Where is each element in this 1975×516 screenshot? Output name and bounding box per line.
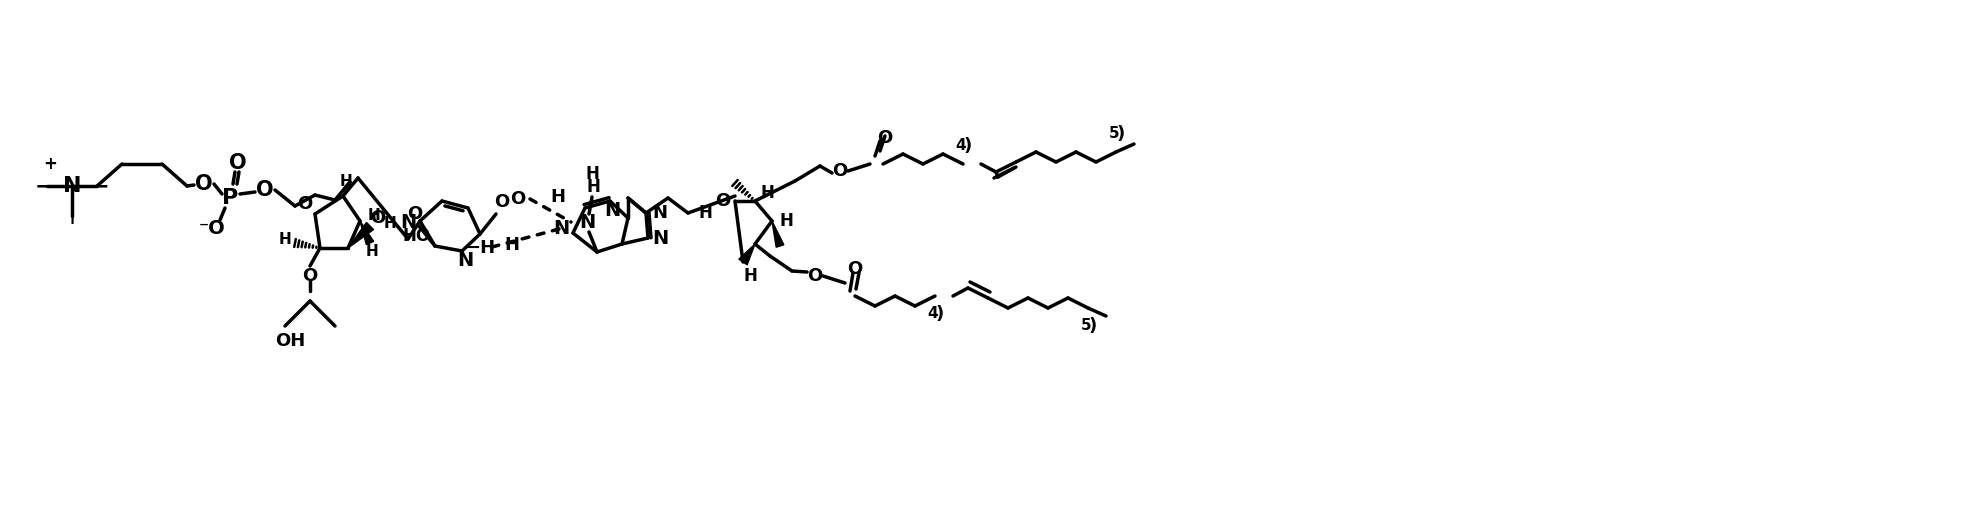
Text: N: N [63,176,81,196]
Text: ): ) [936,305,944,323]
Text: ): ) [964,137,972,155]
Text: ): ) [1118,125,1126,143]
Text: O: O [298,195,312,213]
Text: O: O [877,129,893,147]
Text: HO: HO [403,227,431,245]
Text: O: O [715,192,731,210]
Text: O: O [831,162,847,180]
Text: ): ) [1088,317,1098,335]
Polygon shape [739,244,754,265]
Text: H: H [278,233,292,248]
Text: −: − [36,176,53,196]
Text: H: H [367,208,381,223]
Text: 4: 4 [956,138,966,153]
Text: P: P [221,188,239,208]
Text: O: O [808,267,824,285]
Text: −: − [91,176,109,196]
Text: N: N [652,229,668,248]
Text: O: O [257,180,275,200]
Text: −H: −H [464,239,496,257]
Text: O: O [371,209,385,227]
Text: O: O [302,267,318,285]
Text: H: H [760,184,774,202]
Text: H: H [587,178,600,196]
Text: +: + [43,155,57,173]
Text: H: H [365,244,379,259]
Text: H: H [585,165,598,183]
Text: N: N [456,251,474,270]
Text: N: N [399,214,417,233]
Text: 5: 5 [1108,126,1120,141]
Text: OH: OH [275,332,304,350]
Text: N: N [553,219,569,238]
Text: ⁻O: ⁻O [199,218,225,237]
Text: 4: 4 [928,307,938,321]
Text: N: N [579,213,594,232]
Text: O: O [494,193,510,211]
Text: H: H [778,212,792,230]
Text: N: N [604,202,620,220]
Text: |: | [69,204,75,224]
Polygon shape [359,221,373,245]
Text: H: H [504,236,519,254]
Text: H: H [697,204,711,222]
Text: 5: 5 [1080,318,1092,333]
Text: H: H [743,267,756,285]
Polygon shape [772,221,784,247]
Text: N: N [652,204,668,222]
Text: H: H [551,188,565,206]
Text: O: O [407,205,423,223]
Polygon shape [348,222,373,248]
Text: O: O [510,190,525,208]
Text: H: H [383,216,397,231]
Text: O: O [229,153,247,173]
Text: O: O [196,174,213,194]
Text: O: O [847,260,863,278]
Text: H: H [340,173,352,188]
